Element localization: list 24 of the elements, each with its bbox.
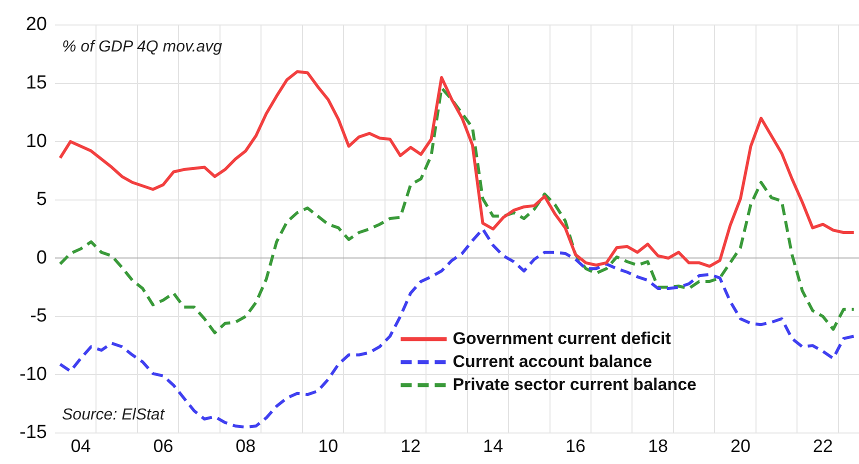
y-tick-label: 10 [26, 130, 47, 152]
y-tick-label: -10 [20, 364, 47, 385]
y-tick-label: -5 [30, 306, 47, 327]
y-tick-label: 15 [26, 72, 47, 94]
y-tick-label: 0 [36, 247, 47, 268]
y-tick-label: 5 [36, 189, 47, 210]
legend-label: Current account balance [452, 352, 652, 371]
x-tick-label: 20 [730, 436, 750, 456]
annotation: Source: ElStat [62, 406, 165, 424]
line-series [58, 228, 856, 429]
y-axis-title: % of GDP 4Q mov.avg [62, 38, 222, 56]
legend-label: Private sector current balance [452, 374, 696, 394]
y-tick-label: 20 [26, 14, 47, 36]
x-tick-label: 18 [648, 436, 668, 456]
y-tick-label: -15 [20, 422, 47, 444]
x-tick-label: 06 [153, 436, 174, 456]
x-tick-label: 16 [566, 436, 586, 456]
x-tick-label: 04 [70, 436, 91, 456]
x-tick-label: 08 [236, 436, 256, 456]
x-tick-label: 14 [483, 436, 504, 456]
x-tick-label: 10 [318, 436, 338, 456]
x-tick-label: 12 [400, 436, 421, 456]
legend-label: Government current deficit [452, 328, 672, 348]
x-tick-label: 22 [812, 436, 833, 456]
